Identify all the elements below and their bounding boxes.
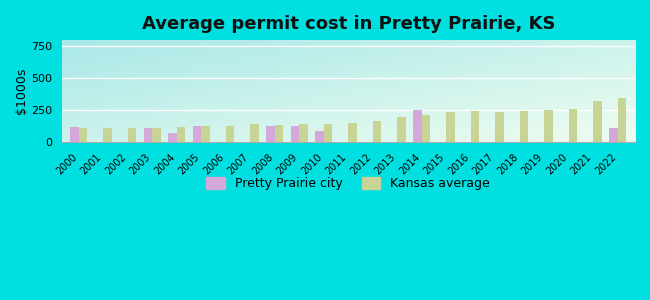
Bar (177, 127, 185, 142)
Bar (315, 131, 324, 142)
Bar (348, 123, 357, 142)
Bar (70, 127, 79, 142)
Bar (569, 109, 577, 142)
Bar (152, 128, 161, 142)
Bar (128, 128, 136, 142)
Bar (79, 128, 87, 142)
Bar (413, 110, 422, 142)
Bar (192, 126, 202, 142)
Bar (422, 116, 430, 142)
Bar (618, 98, 627, 142)
Bar (202, 126, 210, 142)
Bar (471, 111, 480, 142)
Bar (144, 128, 152, 142)
Bar (299, 124, 308, 142)
Bar (593, 101, 602, 142)
Legend: Pretty Prairie city, Kansas average: Pretty Prairie city, Kansas average (202, 172, 495, 195)
Y-axis label: $1000s: $1000s (15, 68, 28, 114)
Title: Average permit cost in Pretty Prairie, KS: Average permit cost in Pretty Prairie, K… (142, 15, 555, 33)
Bar (226, 126, 235, 142)
Bar (495, 112, 504, 142)
Bar (609, 128, 618, 142)
Bar (397, 117, 406, 142)
Bar (168, 133, 177, 142)
Bar (275, 125, 283, 142)
Bar (103, 128, 112, 142)
Bar (544, 110, 553, 142)
Bar (250, 124, 259, 142)
Bar (266, 126, 275, 142)
Bar (373, 121, 382, 142)
Bar (291, 126, 299, 142)
Bar (447, 112, 455, 142)
Bar (324, 124, 332, 142)
Bar (520, 111, 528, 142)
